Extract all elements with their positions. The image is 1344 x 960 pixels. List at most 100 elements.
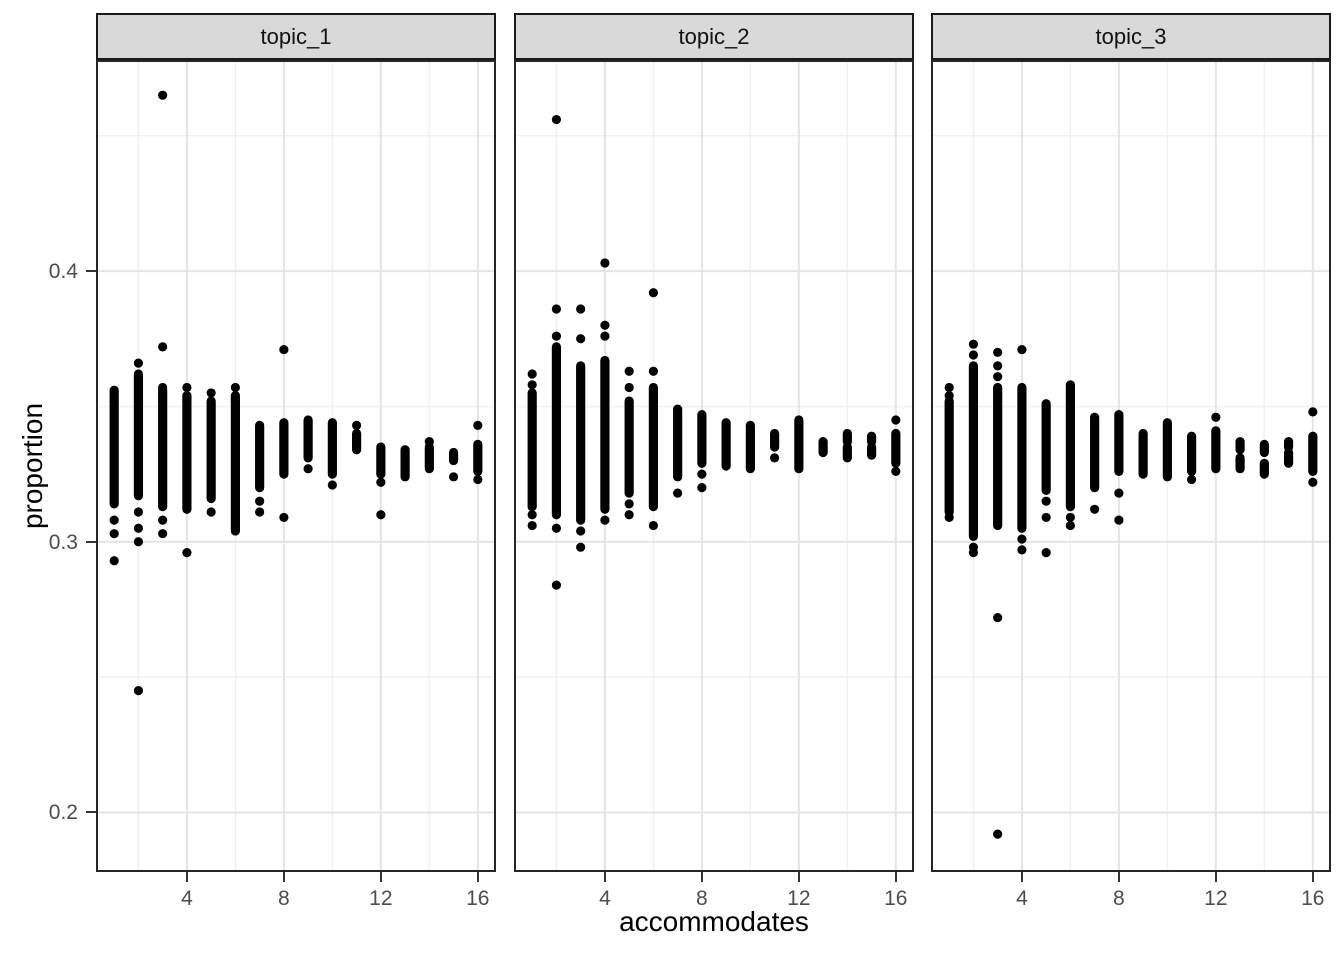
- point-run: [745, 420, 755, 474]
- data-point: [424, 437, 434, 447]
- point-run: [968, 361, 979, 541]
- data-point: [891, 415, 901, 425]
- data-point: [158, 515, 168, 525]
- data-point: [944, 382, 954, 393]
- data-point: [158, 90, 168, 100]
- point-run: [770, 428, 780, 452]
- x-tick-mark: [1311, 872, 1314, 882]
- point-run: [673, 404, 683, 482]
- panel-canvas: [514, 60, 914, 872]
- x-tick-label: 12: [787, 887, 811, 910]
- x-tick-label: 12: [369, 887, 393, 910]
- point-run: [303, 415, 313, 463]
- data-point: [527, 510, 537, 520]
- data-point: [1065, 512, 1075, 523]
- data-point: [1065, 520, 1075, 531]
- data-point: [158, 382, 168, 393]
- data-point: [1114, 488, 1124, 498]
- data-point: [133, 507, 144, 517]
- data-point: [551, 114, 562, 125]
- point-run: [866, 431, 877, 447]
- data-point: [1308, 477, 1318, 487]
- point-run: [448, 447, 459, 466]
- data-point: [303, 464, 313, 474]
- data-point: [576, 334, 586, 344]
- data-point: [993, 612, 1003, 623]
- x-tick-label: 8: [278, 887, 290, 910]
- point-run: [158, 385, 168, 512]
- data-point: [109, 556, 119, 566]
- plot-panel: [96, 60, 496, 872]
- data-point: [551, 331, 562, 341]
- point-run: [1283, 447, 1294, 468]
- data-point: [1308, 407, 1318, 417]
- data-point: [1017, 345, 1027, 355]
- point-run: [1187, 431, 1197, 477]
- point-run: [133, 369, 144, 501]
- data-point: [1187, 474, 1197, 485]
- data-point: [648, 520, 658, 531]
- point-run: [327, 418, 337, 479]
- data-point: [182, 382, 192, 393]
- data-point: [1041, 548, 1051, 558]
- point-run: [279, 418, 289, 479]
- point-run: [842, 428, 852, 447]
- facet-strip: topic_3: [931, 13, 1331, 60]
- x-tick-label: 16: [884, 887, 908, 910]
- data-point: [697, 483, 707, 493]
- point-run: [1090, 412, 1100, 493]
- data-point: [993, 372, 1003, 382]
- point-run: [1259, 439, 1269, 458]
- data-point: [968, 548, 979, 558]
- data-point: [944, 391, 954, 401]
- point-run: [182, 391, 192, 514]
- x-tick-mark: [894, 872, 897, 882]
- x-tick-label: 4: [599, 887, 611, 910]
- data-point: [109, 529, 119, 539]
- point-run: [1138, 428, 1148, 479]
- point-run: [624, 396, 634, 498]
- data-point: [230, 382, 240, 393]
- data-point: [1017, 534, 1027, 544]
- data-point: [527, 380, 537, 390]
- data-point: [968, 350, 979, 360]
- data-point: [648, 288, 658, 298]
- y-tick-mark: [86, 540, 96, 543]
- point-run: [1162, 418, 1172, 482]
- point-run: [473, 439, 483, 477]
- data-point: [158, 529, 168, 539]
- data-point: [158, 342, 168, 352]
- data-point: [327, 480, 337, 490]
- x-tick-label: 12: [1204, 887, 1228, 910]
- data-point: [109, 515, 119, 525]
- x-tick-label: 16: [1301, 887, 1325, 910]
- x-tick-mark: [603, 872, 606, 882]
- point-run: [376, 442, 386, 479]
- data-point: [206, 388, 216, 398]
- point-run: [891, 428, 901, 468]
- data-point: [993, 347, 1003, 357]
- point-run: [255, 420, 265, 493]
- plot-panel: [931, 60, 1331, 872]
- y-tick-label: 0.2: [48, 801, 78, 825]
- data-point: [473, 474, 483, 485]
- data-point: [576, 526, 586, 536]
- panel-canvas: [931, 60, 1331, 872]
- point-run: [206, 396, 216, 504]
- point-run: [866, 442, 877, 460]
- data-point: [1041, 512, 1051, 523]
- point-run: [576, 361, 586, 525]
- data-point: [551, 523, 562, 533]
- data-point: [697, 469, 707, 479]
- facet-strip-label: topic_2: [678, 23, 750, 49]
- x-tick-mark: [185, 872, 188, 882]
- point-run: [1017, 382, 1027, 533]
- data-point: [624, 382, 634, 393]
- data-point: [376, 510, 386, 520]
- y-tick-label: 0.3: [48, 530, 78, 554]
- y-axis-title: proportion: [17, 402, 48, 530]
- point-run: [697, 409, 707, 468]
- plot-panel: [514, 60, 914, 872]
- x-tick-label: 4: [181, 887, 193, 910]
